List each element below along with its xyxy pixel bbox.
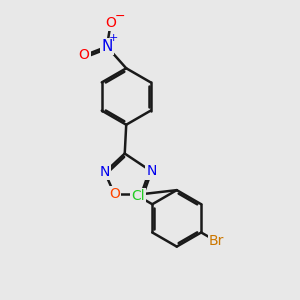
Text: N: N [100, 165, 110, 179]
Text: −: − [114, 10, 125, 23]
Text: O: O [109, 187, 120, 201]
Text: N: N [101, 39, 112, 54]
Text: Br: Br [209, 234, 224, 248]
Text: +: + [109, 33, 118, 43]
Text: N: N [146, 164, 157, 178]
Text: O: O [105, 16, 116, 30]
Text: Cl: Cl [131, 189, 145, 203]
Text: O: O [79, 49, 89, 62]
